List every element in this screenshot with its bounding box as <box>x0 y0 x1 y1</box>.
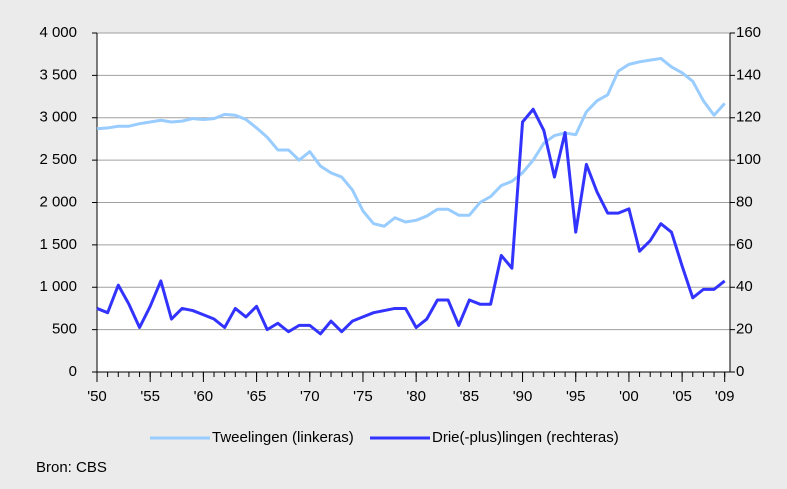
y2-tick-label: 100 <box>736 151 761 168</box>
x-tick-label: '55 <box>140 388 160 405</box>
y-tick-label: 4 000 <box>39 24 77 41</box>
y-tick-label: 2 000 <box>39 193 77 210</box>
x-tick-label: '80 <box>406 388 426 405</box>
x-tick-label: '50 <box>87 388 107 405</box>
x-tick-label: '85 <box>460 388 480 405</box>
line-series <box>96 56 726 228</box>
x-tick-label: '00 <box>619 388 639 405</box>
y-tick-label: 3 000 <box>39 109 77 126</box>
x-tick-label: '70 <box>300 388 320 405</box>
y-tick-label: 1 500 <box>39 236 77 253</box>
y2-tick-label: 140 <box>736 66 761 83</box>
y-tick-label: 500 <box>52 321 77 338</box>
y2-tick-label: 40 <box>736 278 753 295</box>
x-tick-label: '09 <box>715 388 735 405</box>
x-tick-label: '60 <box>194 388 214 405</box>
line-series <box>96 107 726 336</box>
y2-tick-label: 160 <box>736 24 761 41</box>
y-tick-label: 3 500 <box>39 66 77 83</box>
y-tick-label: 1 000 <box>39 278 77 295</box>
source: Bron: CBS <box>36 459 107 476</box>
legend-label: Tweelingen (linkeras) <box>212 429 354 446</box>
y2-tick-label: 80 <box>736 193 753 210</box>
y2-tick-label: 60 <box>736 236 753 253</box>
x-tick-label: '95 <box>566 388 586 405</box>
x-tick-label: '05 <box>672 388 692 405</box>
x-tick-label: '75 <box>353 388 373 405</box>
y2-tick-label: 20 <box>736 321 753 338</box>
y-tick-label: 0 <box>69 363 77 380</box>
x-tick-label: '65 <box>247 388 267 405</box>
x-tick-label: '90 <box>513 388 533 405</box>
y-tick-label: 2 500 <box>39 151 77 168</box>
y2-tick-label: 120 <box>736 109 761 126</box>
y2-tick-label: 0 <box>736 363 744 380</box>
legend-label: Drie(-plus)lingen (rechteras) <box>432 429 619 446</box>
